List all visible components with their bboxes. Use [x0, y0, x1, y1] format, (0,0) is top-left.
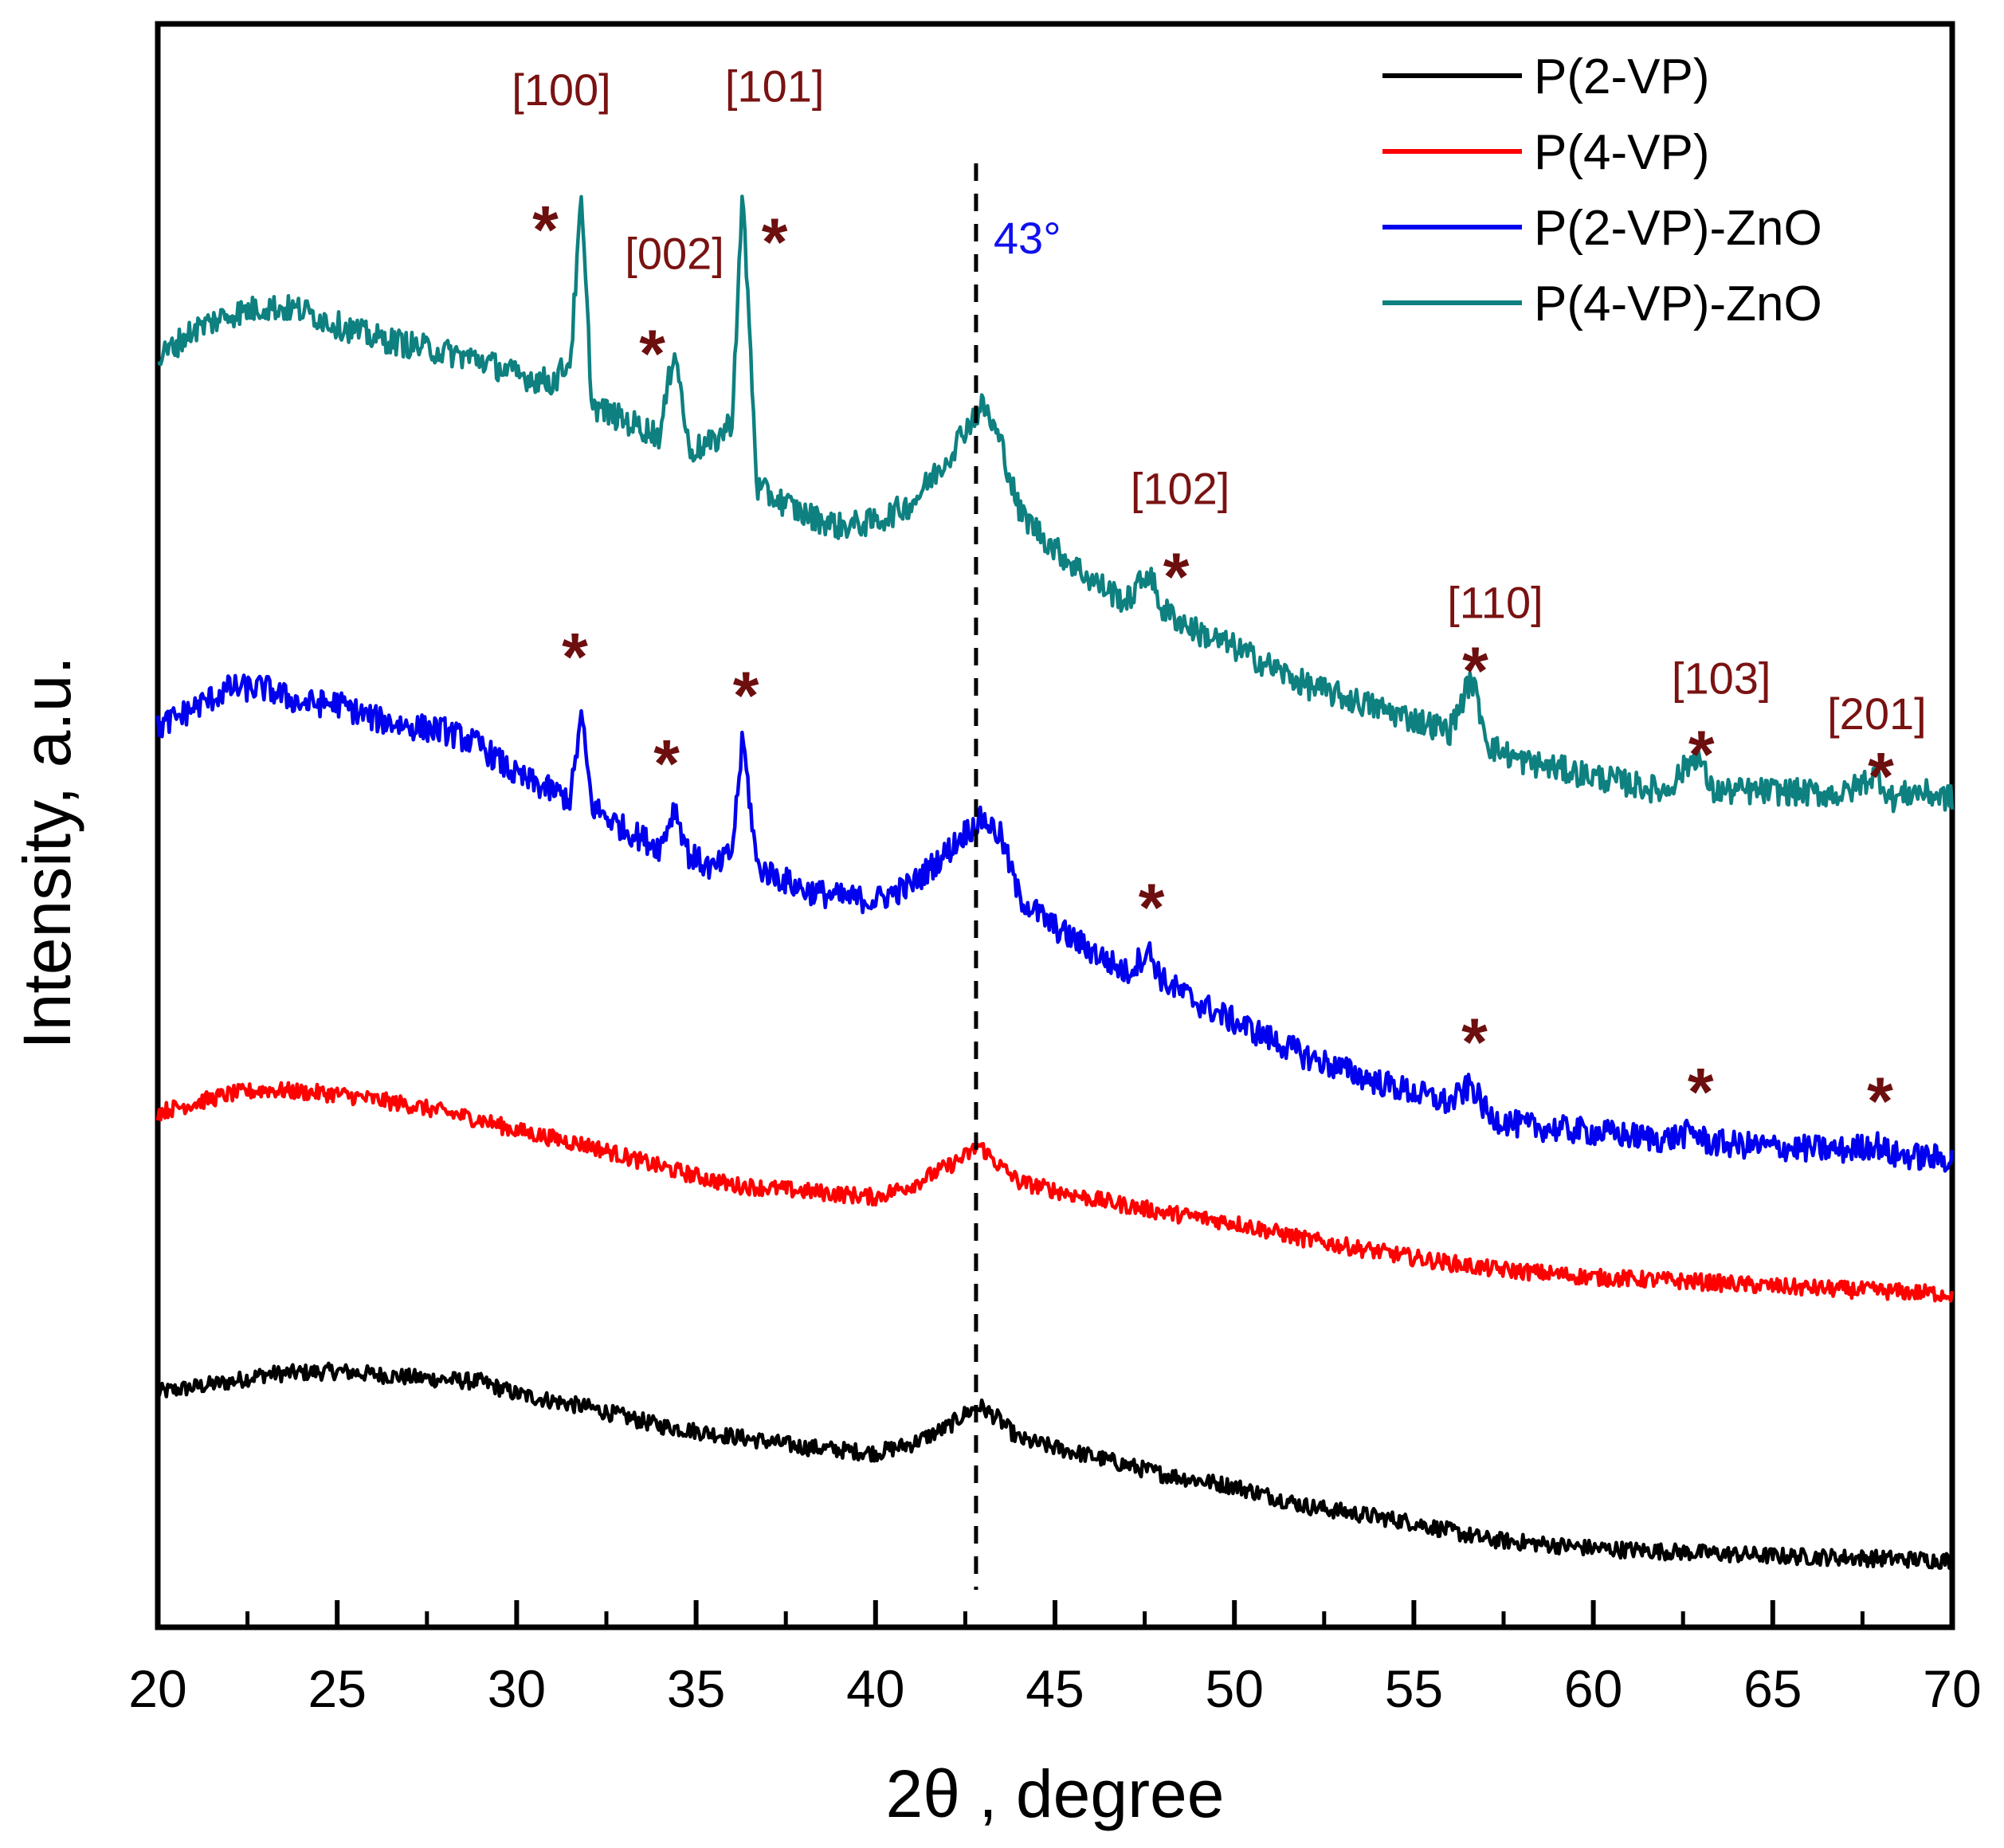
series-line: [155, 1361, 1955, 1570]
peak-star-mid: *: [1867, 1064, 1893, 1139]
x-tick-label: 45: [1026, 1659, 1084, 1718]
legend-label: P(2-VP): [1534, 49, 1709, 104]
peak-hkl-label: [110]: [1447, 578, 1543, 628]
x-tick-label: 30: [488, 1659, 546, 1718]
x-tick-label: 40: [846, 1659, 904, 1718]
legend-label: P(4-VP)-ZnO: [1534, 277, 1822, 332]
x-axis-ticks: 20 25 30 35 40 45 50 55 60 65 70: [128, 1600, 1982, 1718]
peak-star-mid: *: [1688, 1054, 1714, 1129]
series-line: [155, 673, 1955, 1173]
x-tick-label: 50: [1205, 1659, 1263, 1718]
peak-star-mid: *: [1139, 870, 1165, 945]
peak-hkl-label: [100]: [512, 65, 611, 115]
reference-line-label: 43°: [994, 213, 1061, 263]
peak-hkl-label: [102]: [1131, 464, 1230, 514]
peak-hkl-label: [002]: [625, 229, 724, 279]
series-line: [157, 194, 1955, 814]
x-tick-label: 65: [1743, 1659, 1802, 1718]
peak-star-mid: *: [653, 726, 680, 801]
x-tick-label: 70: [1923, 1659, 1981, 1718]
series-group: [155, 194, 1955, 1570]
peak-star-top: *: [532, 192, 559, 267]
peak-annotations: [100] * * [002] * * [101] * * [102] * * [110] * * [103]…: [512, 61, 1927, 1139]
x-tick-label: 35: [667, 1659, 725, 1718]
y-axis-title: Intensity, a.u.: [10, 656, 84, 1049]
peak-star-top: *: [1462, 634, 1488, 708]
legend-label: P(4-VP): [1534, 125, 1709, 180]
peak-star-top: *: [639, 316, 665, 391]
peak-star-top: *: [1688, 717, 1715, 792]
legend-label: P(2-VP)-ZnO: [1534, 201, 1822, 256]
x-axis-title: 2θ , degree: [885, 1756, 1224, 1831]
peak-star-mid: *: [562, 619, 588, 694]
peak-star-top: *: [762, 205, 788, 280]
x-tick-label: 20: [128, 1659, 186, 1718]
x-tick-label: 25: [308, 1659, 366, 1718]
peak-hkl-label: [103]: [1672, 653, 1771, 704]
series-line: [155, 1081, 1955, 1303]
peak-star-top: *: [1868, 739, 1894, 814]
peak-star-mid: *: [733, 658, 759, 733]
peak-hkl-label: [201]: [1827, 689, 1927, 739]
plot-frame: [155, 21, 1955, 1630]
legend: P(2-VP) P(4-VP) P(2-VP)-ZnO P(4-VP)-ZnO: [1382, 49, 1822, 332]
peak-star-mid: *: [1461, 1005, 1488, 1080]
x-tick-label: 55: [1385, 1659, 1443, 1718]
peak-star-top: *: [1163, 539, 1190, 614]
peak-hkl-label: [101]: [725, 61, 825, 112]
x-tick-label: 60: [1564, 1659, 1622, 1718]
